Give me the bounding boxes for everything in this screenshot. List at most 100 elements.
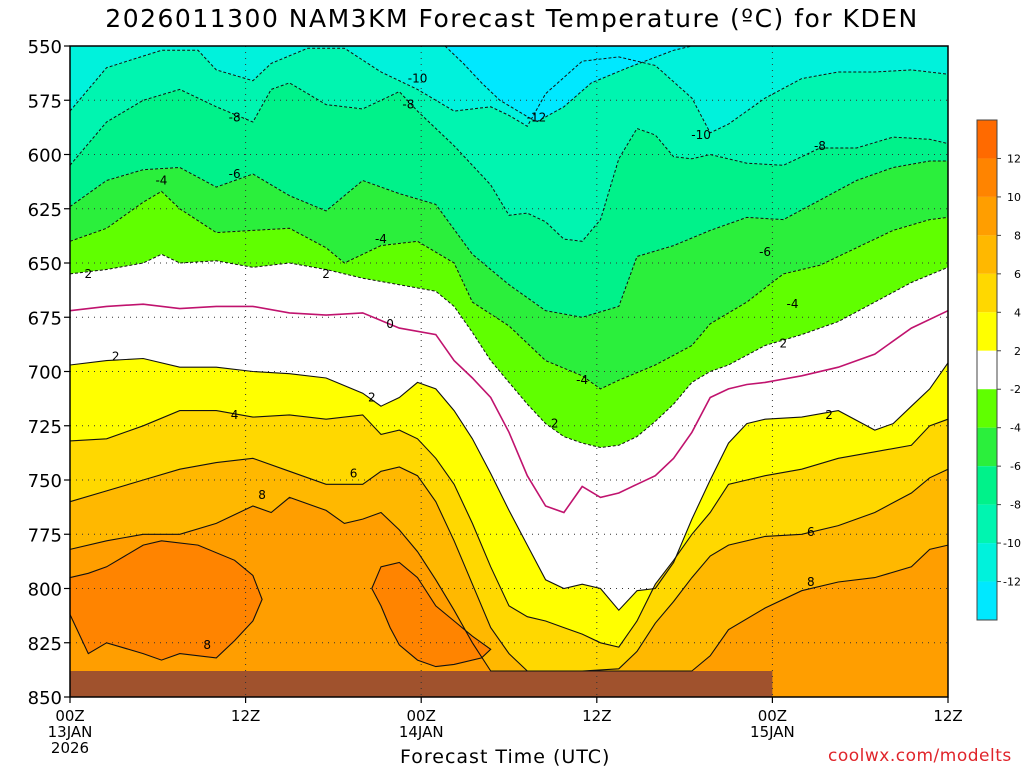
contour-label: -8 [229,111,241,125]
contour-line-n12 [444,45,693,123]
contour-label: 2 [780,336,788,350]
colorbar-swatch [977,312,997,351]
colorbar-swatch [977,389,997,428]
colorbar-swatch [977,235,997,274]
x-axis-title: Forecast Time (UTC) [400,746,611,768]
colorbar-swatch [977,158,997,197]
colorbar-swatch [977,581,997,620]
y-tick-label: 700 [28,363,62,384]
colorbar-label: -4 [1010,422,1021,435]
colorbar-label: 8 [1014,229,1021,242]
x-tick-label: 12Z [582,707,611,725]
temperature-band-1 [70,48,948,242]
contour-label: 4 [231,408,239,422]
contour-label: -4 [155,174,167,188]
chart-title: 2026011300 NAM3KM Forecast Temperature (… [105,4,919,33]
colorbar-label: 12 [1007,152,1021,165]
y-tick-label: 575 [28,91,62,112]
y-tick-label: 850 [28,688,62,709]
contour-label: 2 [84,267,92,281]
axes: 5505756006256506757007257507758008258500… [28,37,963,757]
colorbar-swatch [977,196,997,236]
contour-label: -10 [408,72,428,86]
contour-label: 2 [551,417,559,431]
contour-line-n8 [69,82,949,242]
x-tick-label: 00Z [758,707,787,725]
temperature-band-3 [70,161,948,389]
contour-label: 2 [112,349,120,363]
colorbar-label: -12 [1003,576,1021,589]
contour-label: 6 [807,525,815,539]
colorbar-swatch [977,466,997,505]
temperature-band-warm-west [70,540,263,661]
x-tick-label: 12Z [231,707,260,725]
colorbar-swatch [977,504,997,544]
contour-label: 2 [368,391,376,405]
colorbar-swatch [977,273,997,313]
temperature-band-9 [70,497,948,697]
contour-line-p6 [69,457,949,672]
colorbar-label: 2 [1014,345,1021,358]
temperature-band-4 [70,191,948,448]
contour-label: -4 [576,373,588,387]
contour-label: 8 [203,638,211,652]
colorbar-label: -6 [1010,460,1021,473]
x-tick-label: 12Z [933,707,962,725]
freezing-level-line [69,303,949,514]
colorbar-label: 4 [1014,306,1021,319]
colorbar-label: -2 [1010,383,1021,396]
temperature-band-8 [70,458,948,671]
contour-label: 8 [807,575,815,589]
temperature-band-2 [70,82,948,318]
temperature-band-warm-east [371,562,491,667]
temperature-band-6 [70,358,948,648]
y-tick-label: 725 [28,417,62,438]
contour-label: 2 [322,267,330,281]
y-tick-label: 750 [28,471,62,492]
contour-label: 8 [258,488,266,502]
contour-label: -4 [787,297,799,311]
contour-label: -10 [691,128,711,142]
colorbar-frame [976,119,998,621]
contour-line-n2 [69,253,949,449]
contour-line-n6 [69,160,948,318]
contour-line-n4 [69,190,949,390]
temperature-band-7 [70,410,948,671]
contour-label: -6 [759,245,771,259]
contour-label: -6 [229,167,241,181]
contour-line-p4 [69,410,949,648]
colorbar-swatch [977,543,997,582]
contour-line-n10 [69,47,949,134]
temperature-band-cold [445,46,692,122]
colorbar-swatch [977,350,997,390]
y-tick-label: 600 [28,146,62,167]
contour-label: -4 [375,232,387,246]
contour-line-p10b [371,561,492,668]
x-tick-label: 15JAN [750,723,795,741]
contour-label: 2 [825,408,833,422]
y-tick-label: 675 [28,308,62,329]
y-tick-label: 550 [28,37,62,58]
contour-labels: -12 -10 -10 -8 -8 -8 -6 -6 -4 -4 -4 -4 2 2 2 2 0 2 2 2 4 6 6 8 8… [84,72,832,652]
x-tick-label: 13JAN [48,723,93,741]
x-tick-label: 2026 [51,739,89,757]
contour-label: -8 [402,98,414,112]
x-tick-label: 00Z [55,707,84,725]
colorbar-swatch [977,120,997,159]
colorbar-swatch [977,427,997,467]
colorbar: 12 10 8 6 4 2 -2 -4 -6 -8 -10 -12 [976,119,1021,621]
terrain-surface [70,671,773,697]
y-tick-label: 650 [28,254,62,275]
y-tick-label: 625 [28,200,62,221]
gridlines [70,46,948,697]
colorbar-label: 10 [1007,191,1021,204]
contour-label: -12 [527,111,547,125]
colorbar-label: -10 [1003,537,1021,550]
y-tick-label: 775 [28,525,62,546]
credit-link[interactable]: coolwx.com/modelts [828,746,1012,766]
x-tick-label: 00Z [407,707,436,725]
y-tick-label: 825 [28,634,62,655]
contour-label: -8 [814,139,826,153]
x-tick-label: 14JAN [399,723,444,741]
